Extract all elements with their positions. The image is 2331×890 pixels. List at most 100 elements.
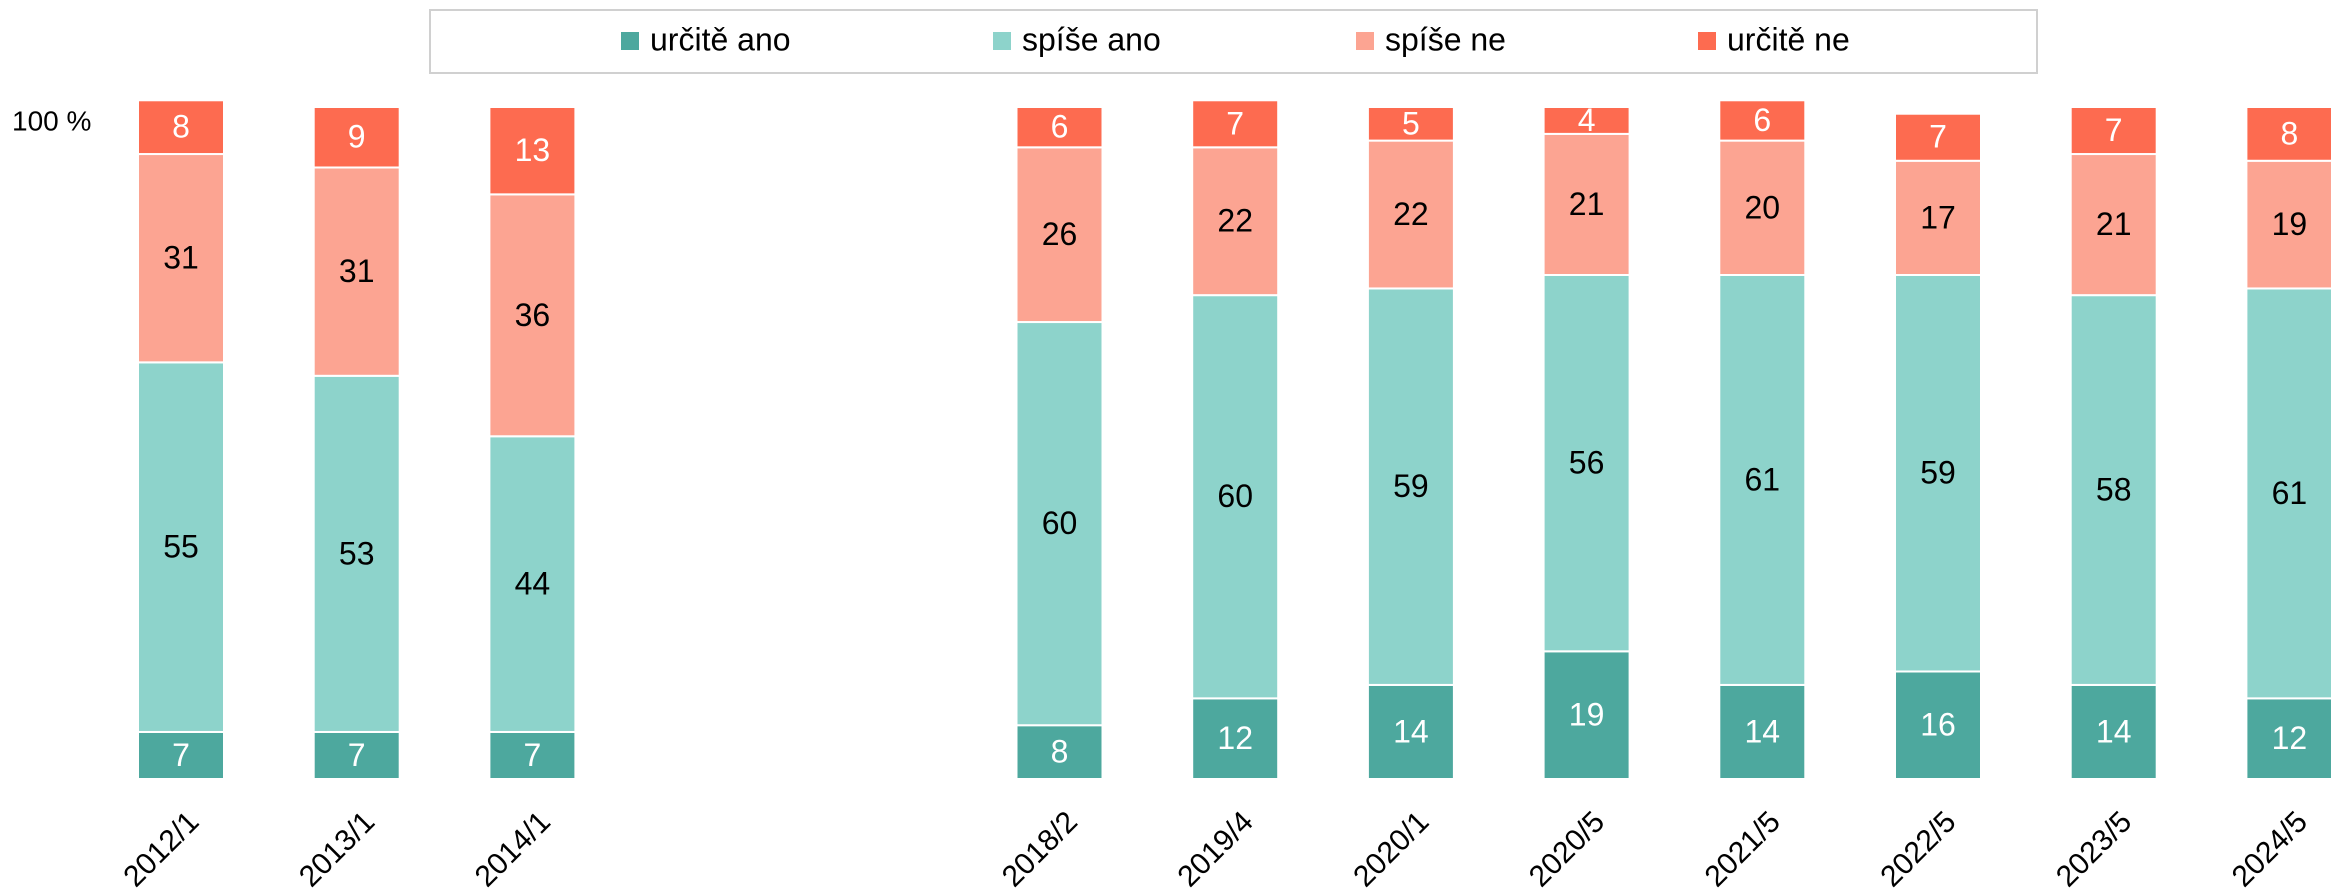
- data-label: 31: [339, 253, 375, 289]
- data-label: 14: [1393, 713, 1429, 749]
- bar-segment: [2069, 153, 2158, 297]
- data-label: 17: [1920, 199, 1956, 235]
- data-label: 9: [348, 119, 366, 155]
- data-label: 55: [163, 529, 199, 565]
- data-label: 44: [515, 566, 551, 602]
- bar-segment: [2245, 106, 2331, 162]
- bar-segment: [1894, 274, 1982, 673]
- data-label: 60: [1217, 478, 1253, 514]
- bar-segment: [1366, 106, 1455, 142]
- data-label: 61: [1745, 461, 1781, 497]
- legend-swatch: [621, 32, 639, 50]
- data-label: 8: [2281, 115, 2299, 151]
- data-label: 7: [524, 737, 542, 773]
- data-label: 22: [1217, 203, 1253, 239]
- legend-swatch: [1698, 32, 1716, 50]
- data-label: 58: [2096, 471, 2132, 507]
- bar-segment: [1191, 697, 1280, 780]
- bar-segment: [2069, 683, 2158, 780]
- bar-segment: [2245, 697, 2331, 780]
- legend-label: určitě ano: [650, 21, 791, 57]
- bar-segment: [1366, 139, 1455, 290]
- bar-segment: [1191, 99, 1280, 149]
- bar-segment: [137, 730, 225, 781]
- x-tick-label: 2024/5: [2226, 805, 2314, 890]
- data-label: 6: [1051, 109, 1069, 145]
- data-label: 4: [1578, 102, 1596, 138]
- data-label: 56: [1569, 445, 1605, 481]
- bar-segment: [1718, 99, 1807, 142]
- bar-segment: [2245, 159, 2331, 290]
- data-label: 16: [1920, 707, 1956, 743]
- bar-segment: [1542, 132, 1631, 276]
- bar-segment: [137, 153, 225, 364]
- bar-segment: [1366, 287, 1455, 686]
- data-label: 8: [1051, 734, 1069, 770]
- data-label: 21: [1569, 186, 1605, 222]
- data-label: 12: [1217, 720, 1253, 756]
- x-tick-label: 2020/1: [1347, 805, 1435, 890]
- legend-swatch: [993, 32, 1011, 50]
- bar-segment: [1015, 106, 1104, 149]
- data-label: 19: [2272, 206, 2308, 242]
- legend-label: spíše ano: [1022, 21, 1161, 57]
- x-tick-label: 2013/1: [293, 805, 381, 890]
- data-label: 22: [1393, 196, 1429, 232]
- bar-segment: [1894, 112, 1982, 162]
- x-tick-label: 2019/4: [1172, 805, 1260, 890]
- data-label: 13: [515, 132, 551, 168]
- bar-segment: [1894, 670, 1982, 780]
- bar-segment: [1191, 294, 1280, 700]
- bar-segment: [1718, 139, 1807, 276]
- legend-label: určitě ne: [1727, 21, 1850, 57]
- bar-segment: [312, 374, 401, 733]
- data-label: 7: [172, 737, 190, 773]
- data-label: 7: [1929, 119, 1947, 155]
- bar-segment: [1542, 274, 1631, 653]
- data-label: 7: [1226, 105, 1244, 141]
- data-label: 6: [1753, 102, 1771, 138]
- data-label: 7: [2105, 112, 2123, 148]
- bar-segment: [488, 193, 577, 438]
- bar-segment: [1894, 159, 1982, 276]
- data-label: 14: [2096, 713, 2132, 749]
- bar-segment: [1015, 146, 1104, 324]
- data-label: 31: [163, 240, 199, 276]
- data-label: 21: [2096, 206, 2132, 242]
- y-tick-label: 100 %: [12, 105, 91, 136]
- data-label: 59: [1393, 468, 1429, 504]
- bar-segment: [312, 106, 401, 169]
- x-tick-label: 2023/5: [2050, 805, 2138, 890]
- bar-segment: [1542, 650, 1631, 781]
- data-label: 5: [1402, 105, 1420, 141]
- bar-segment: [1542, 106, 1631, 135]
- data-label: 7: [348, 737, 366, 773]
- data-label: 26: [1042, 216, 1078, 252]
- data-label: 53: [339, 535, 375, 571]
- x-tick-label: 2020/5: [1523, 805, 1611, 890]
- data-label: 20: [1745, 189, 1781, 225]
- data-label: 59: [1920, 455, 1956, 491]
- data-label: 19: [1569, 697, 1605, 733]
- bar-segment: [312, 730, 401, 781]
- data-label: 14: [1745, 713, 1781, 749]
- bar-segment: [312, 166, 401, 377]
- x-tick-label: 2022/5: [1874, 805, 1962, 890]
- bar-segment: [488, 435, 577, 733]
- x-tick-label: 2014/1: [469, 805, 557, 890]
- x-tick-label: 2021/5: [1699, 805, 1787, 890]
- data-label: 12: [2272, 720, 2308, 756]
- legend-swatch: [1356, 32, 1374, 50]
- bar-segment: [488, 106, 577, 196]
- data-label: 36: [515, 297, 551, 333]
- bar-segment: [1015, 321, 1104, 727]
- bar-segment: [1191, 146, 1280, 297]
- bar-segment: [1718, 683, 1807, 780]
- bar-segment: [137, 99, 225, 156]
- legend-label: spíše ne: [1385, 21, 1506, 57]
- bar-segment: [2069, 106, 2158, 156]
- legend-box: [429, 9, 2038, 74]
- bar-segment: [2245, 287, 2331, 700]
- bar-segment: [488, 730, 577, 781]
